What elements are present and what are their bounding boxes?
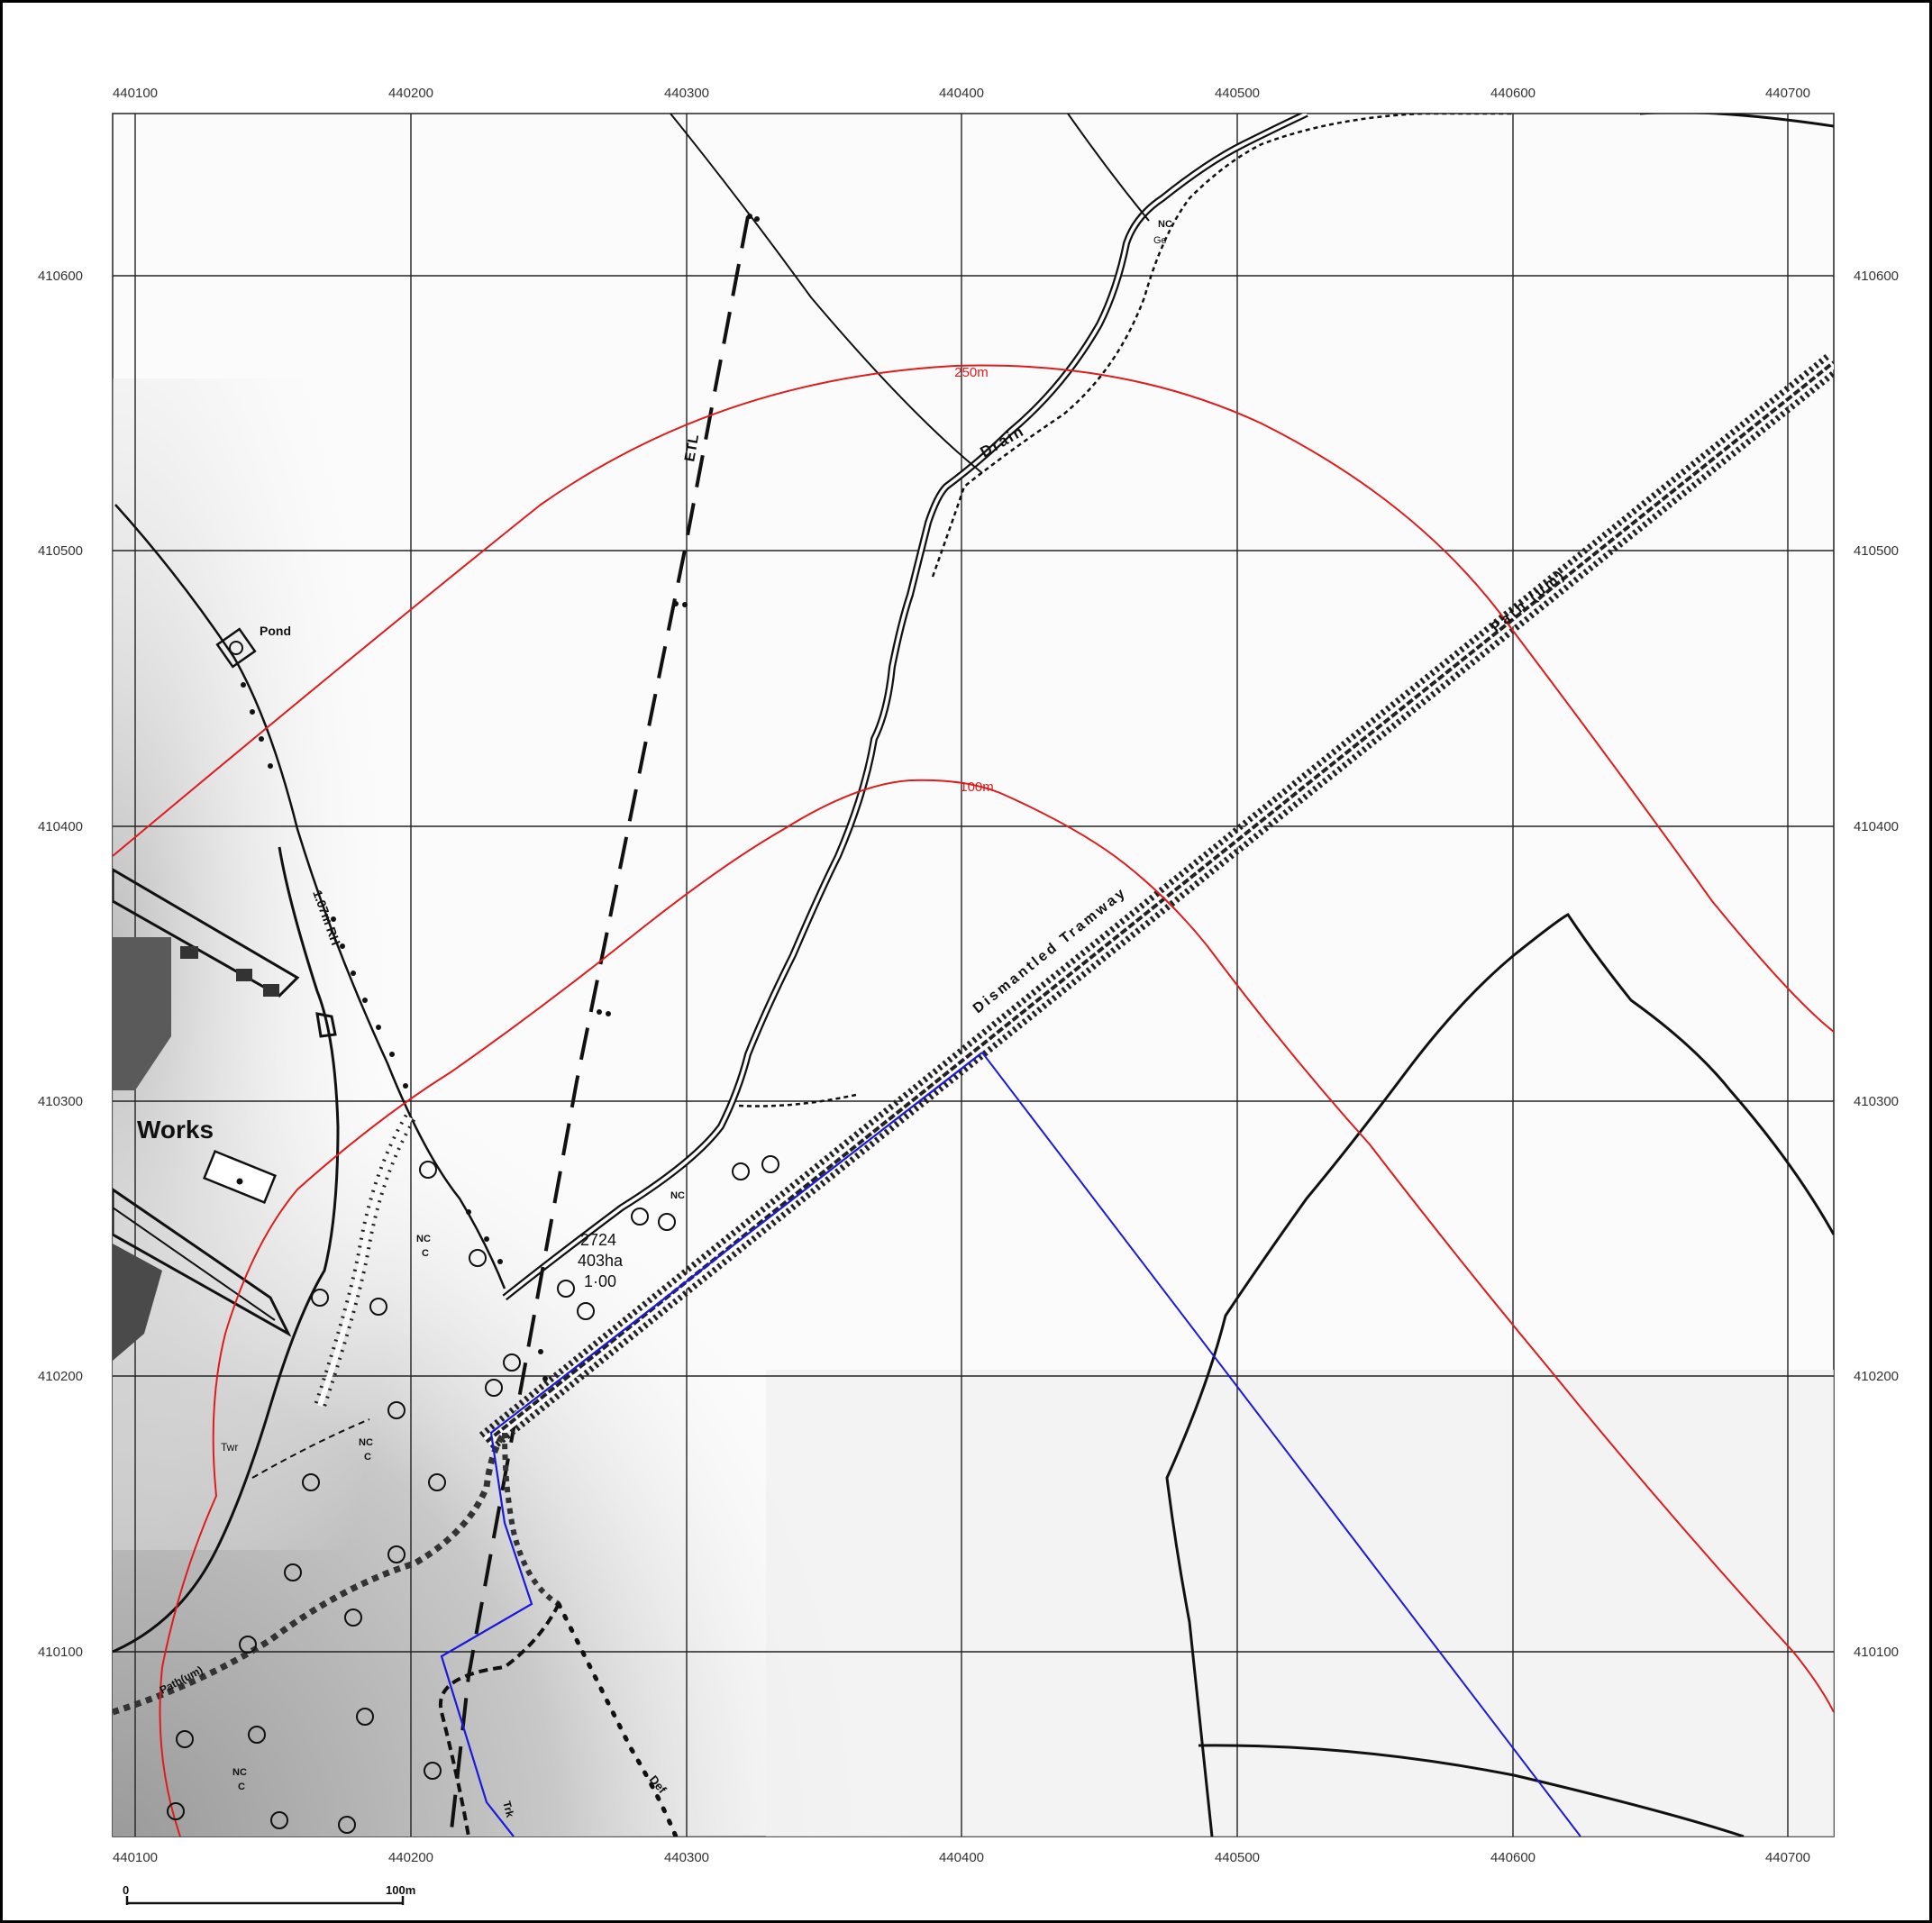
y-tick-right-4: 410200 [1854,1369,1899,1384]
nc-label-2: NC [670,1190,685,1201]
x-tick-bottom-3: 440400 [939,1850,984,1865]
y-tick-right-0: 410600 [1854,269,1899,284]
x-tick-bottom-6: 440700 [1765,1850,1810,1865]
y-tick-right-3: 410300 [1854,1094,1899,1109]
x-tick-bottom-1: 440200 [388,1850,433,1865]
c-label-4: C [364,1452,371,1463]
works-buildings [113,868,337,1361]
x-tick-top-6: 440700 [1765,86,1810,101]
grid-lines [113,114,1834,1836]
x-tick-bottom-0: 440100 [113,1850,158,1865]
x-axis-top: 440100 440200 440300 440400 440500 44060… [113,86,1810,101]
y-tick-right-1: 410500 [1854,543,1899,559]
parcel-area: 403ha [578,1252,624,1270]
y-tick-left-1: 410500 [38,543,83,559]
c-label-3: C [422,1248,429,1259]
scale-bar: 0 100m [123,1883,415,1905]
y-tick-left-4: 410200 [38,1369,83,1384]
pond-label: Pond [260,624,291,638]
x-tick-top-5: 440600 [1490,86,1536,101]
x-tick-top-0: 440100 [113,86,158,101]
works-boundary [113,846,340,1654]
buffer-100m-label: 100m [960,779,994,795]
y-tick-left-5: 410100 [38,1645,83,1660]
y-tick-right-5: 410100 [1854,1645,1899,1660]
buffer-250m [113,364,1834,1033]
parcel-id: 2724 [580,1231,616,1249]
works-label: Works [137,1116,214,1144]
y-tick-left-0: 410600 [38,269,83,284]
nc-label-1: NC [1158,219,1172,230]
ge-label: Ge [1153,235,1167,246]
x-tick-top-4: 440500 [1215,86,1260,101]
footpath-sw [113,1430,507,1716]
x-tick-bottom-5: 440600 [1490,1850,1536,1865]
y-tick-left-2: 410400 [38,819,83,834]
pond [215,627,257,669]
dotted-boundary-ne [931,114,1514,578]
x-tick-bottom-2: 440300 [664,1850,709,1865]
nc-label-4: NC [359,1437,373,1448]
scale-bar-start: 0 [123,1883,129,1897]
trk-label: Trk [500,1800,516,1818]
buffer-250m-label: 250m [954,365,989,380]
field-boundary-nw [114,504,506,1290]
site-boundary [440,1052,983,1836]
y-axis-right: 410600 410500 410400 410300 410200 41010… [1854,269,1899,1660]
x-tick-top-3: 440400 [939,86,984,101]
x-tick-bottom-4: 440500 [1215,1850,1260,1865]
c-label-5: C [238,1782,245,1792]
parcel-value: 1·00 [584,1272,616,1290]
etl-label: ETL [682,433,702,463]
x-axis-bottom: 440100 440200 440300 440400 440500 44060… [113,1850,1810,1865]
twr-label: Twr [221,1441,238,1454]
scale-bar-end: 100m [386,1883,415,1897]
y-tick-left-3: 410300 [38,1094,83,1109]
x-tick-top-2: 440300 [664,86,709,101]
nc-label-3: NC [416,1234,431,1244]
etl-line [449,215,750,1836]
field-boundary-east [1165,913,1834,1836]
nc-label-5: NC [232,1767,247,1778]
x-tick-top-1: 440200 [388,86,433,101]
y-tick-right-2: 410400 [1854,819,1899,834]
tree-symbols [167,1155,779,1834]
y-axis-left: 410600 410500 410400 410300 410200 41010… [38,269,83,1660]
